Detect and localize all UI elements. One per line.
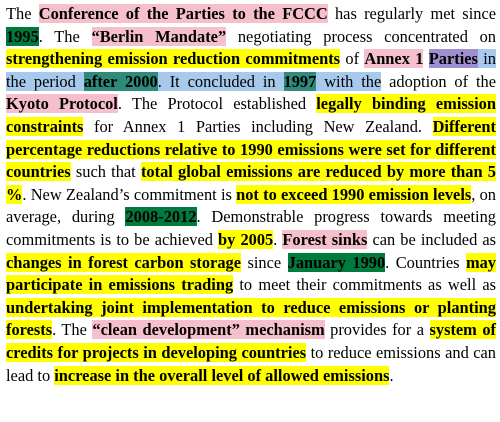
- highlighted-phrase: 2008-2012: [125, 207, 197, 227]
- text-run: to reduce emissions and can lead to: [6, 342, 496, 385]
- text-run: can be included as: [367, 229, 497, 249]
- highlighted-phrase: increase in the overall level of allowed…: [54, 365, 390, 385]
- highlighted-phrase: not to exceed 1990 emission levels: [236, 184, 472, 204]
- highlighted-phrase: changes in forest carbon storage: [6, 252, 241, 272]
- text-run: , on average, during: [6, 184, 496, 227]
- highlighted-phrase: strengthening emission reduction commitm…: [6, 49, 341, 69]
- highlighted-phrase: by 2005: [218, 229, 274, 249]
- text-run: since: [241, 252, 288, 272]
- highlighted-phrase: Annex 1: [364, 49, 424, 69]
- highlighted-phrase: 1995: [6, 26, 39, 46]
- highlighted-phrase: Forest sinks: [282, 229, 368, 249]
- text-run: has regularly met since: [327, 4, 496, 23]
- highlighted-phrase: Conference of the Parties to the FCCC: [38, 4, 328, 23]
- text-run: [423, 49, 428, 68]
- highlighted-phrase: . It concluded in: [157, 71, 284, 91]
- text-run: The: [6, 4, 39, 23]
- text-run: for Annex 1 Parties including New Zealan…: [83, 116, 433, 136]
- text-run: . The: [38, 26, 92, 46]
- highlighted-phrase: with the: [316, 71, 382, 91]
- highlighted-phrase: January 1990: [287, 252, 386, 272]
- highlighted-phrase: Kyoto Protocol: [6, 94, 118, 114]
- text-run: to meet their commitments as well as: [233, 275, 496, 295]
- text-run: such that: [70, 162, 141, 182]
- text-run: . The Protocol established: [117, 94, 317, 114]
- highlighted-phrase: 1997: [283, 71, 317, 91]
- kyoto-paragraph: The Conference of the Parties to the FCC…: [6, 3, 496, 387]
- text-run: provides for a: [324, 320, 430, 340]
- text-run: . The: [52, 320, 93, 340]
- text-run: . Countries: [385, 252, 466, 272]
- highlighted-phrase: Parties: [428, 49, 478, 69]
- text-run: .: [389, 365, 394, 385]
- text-run: adoption of the: [381, 71, 496, 91]
- text-run: of: [340, 49, 365, 69]
- highlighted-phrase: after 2000: [83, 71, 158, 91]
- text-run: .: [273, 229, 283, 249]
- text-run: . New Zealand’s commitment is: [22, 184, 237, 204]
- highlighted-phrase: “Berlin Mandate”: [91, 26, 227, 46]
- highlighted-phrase: “clean development” mechanism: [92, 320, 325, 340]
- text-run: . Demonstrable progress towards meeting …: [6, 207, 496, 249]
- text-run: negotiating process concentrated on: [226, 26, 496, 46]
